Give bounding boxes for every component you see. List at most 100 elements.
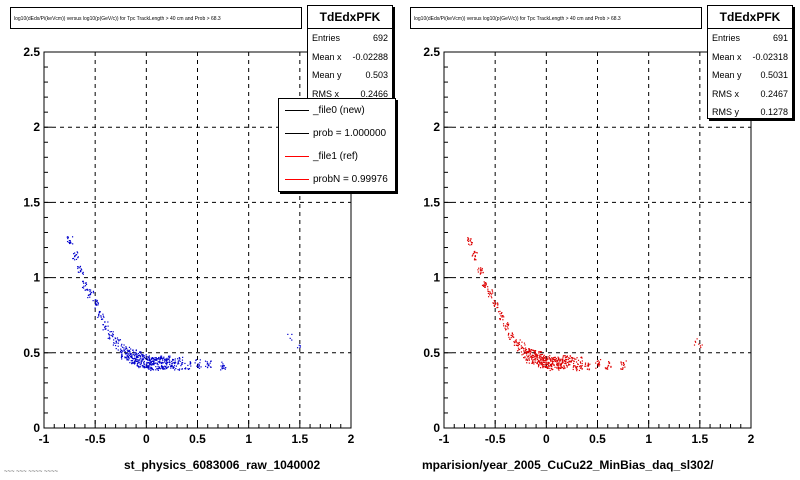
data-point — [95, 303, 97, 305]
data-point — [507, 324, 509, 326]
data-point — [124, 357, 126, 359]
data-point — [549, 363, 552, 366]
data-point — [141, 359, 143, 361]
data-point — [571, 359, 573, 362]
data-point — [539, 367, 542, 369]
data-point — [143, 360, 145, 363]
data-point — [158, 366, 161, 369]
data-point — [126, 357, 128, 359]
data-point — [97, 302, 99, 304]
left-stats-label: Entries — [312, 33, 341, 43]
data-point — [571, 357, 573, 359]
data-point — [129, 352, 131, 354]
data-point — [146, 362, 148, 364]
data-point — [483, 281, 485, 283]
data-point — [479, 272, 482, 274]
data-point — [604, 367, 606, 369]
data-point — [85, 282, 87, 284]
data-point — [69, 242, 71, 245]
data-point — [580, 366, 583, 368]
data-point — [563, 366, 565, 368]
data-point — [121, 358, 123, 360]
data-point — [480, 267, 482, 269]
data-point — [531, 354, 533, 356]
data-point — [528, 350, 530, 352]
data-point — [289, 337, 291, 339]
data-point — [559, 358, 561, 360]
data-point — [569, 364, 571, 366]
data-point — [157, 365, 159, 368]
data-point — [102, 315, 104, 317]
data-point — [546, 367, 548, 369]
data-point — [172, 358, 174, 361]
data-point — [210, 366, 212, 368]
data-point — [150, 369, 152, 372]
data-point — [543, 357, 546, 359]
data-point — [123, 349, 125, 351]
data-point — [120, 356, 123, 358]
data-point — [623, 363, 625, 366]
data-point — [700, 346, 702, 349]
data-point — [551, 367, 553, 370]
data-point — [536, 353, 538, 356]
data-point — [549, 367, 551, 369]
data-point — [534, 352, 536, 354]
data-point — [551, 363, 554, 365]
data-point — [557, 363, 559, 365]
data-point — [623, 362, 625, 365]
data-point — [110, 331, 112, 333]
data-point — [563, 367, 565, 369]
data-point — [589, 363, 591, 365]
data-point — [81, 269, 83, 271]
data-point — [76, 266, 79, 268]
data-point — [223, 365, 225, 367]
data-point — [469, 238, 471, 240]
data-point — [558, 367, 560, 369]
data-point — [507, 326, 509, 328]
data-point — [558, 366, 560, 368]
data-point — [576, 357, 578, 359]
legend-entry: _file0 (new) — [279, 99, 395, 122]
data-point — [514, 340, 516, 342]
data-point — [548, 357, 550, 359]
data-point — [488, 290, 490, 293]
data-point — [536, 362, 538, 364]
data-point — [540, 361, 542, 363]
data-point — [533, 353, 535, 355]
data-point — [470, 238, 472, 240]
data-point — [166, 362, 168, 364]
data-point — [585, 365, 587, 367]
data-point — [91, 291, 93, 294]
data-point — [180, 365, 182, 367]
data-point — [154, 362, 157, 364]
data-point — [521, 341, 523, 343]
right-stats-row: Mean x -0.02318 — [708, 48, 792, 67]
data-point — [152, 360, 154, 362]
data-point — [518, 341, 520, 344]
data-point — [99, 311, 101, 313]
data-point — [525, 351, 527, 353]
data-point — [181, 359, 184, 361]
data-point — [547, 363, 549, 366]
data-point — [165, 366, 167, 368]
data-point — [538, 362, 541, 364]
data-point — [534, 351, 536, 353]
data-point — [532, 356, 534, 359]
y-tick-label: 1.5 — [23, 195, 40, 209]
data-point — [174, 360, 176, 362]
data-point — [124, 348, 127, 350]
data-point — [524, 352, 526, 355]
data-point — [138, 360, 140, 362]
data-point — [587, 364, 589, 367]
data-point — [140, 363, 142, 365]
data-point — [551, 357, 553, 359]
data-point — [581, 360, 583, 362]
data-point — [534, 350, 537, 352]
data-point — [533, 349, 535, 352]
data-point — [127, 359, 130, 361]
data-point — [100, 315, 102, 317]
data-point — [160, 361, 162, 364]
data-point — [129, 353, 131, 355]
data-point — [526, 359, 528, 361]
data-point — [142, 359, 144, 361]
